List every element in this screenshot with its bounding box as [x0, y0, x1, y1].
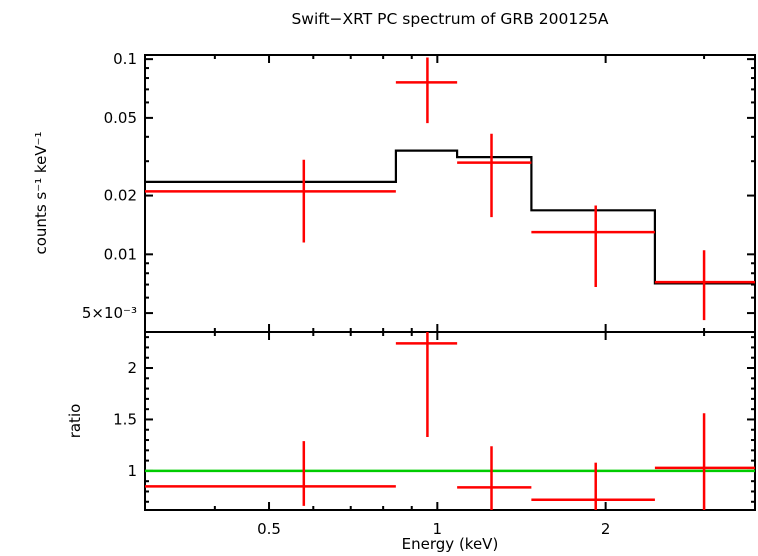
data-point	[654, 413, 755, 510]
panel-frame	[144, 331, 756, 511]
y-tick-label: 2	[127, 359, 137, 377]
y-tick-label: 5×10⁻³	[82, 304, 137, 322]
y-tick-label: 0.1	[113, 50, 137, 68]
chart-title: Swift−XRT PC spectrum of GRB 200125A	[291, 10, 608, 28]
y-axis-label-spectrum: counts s⁻¹ keV⁻¹	[32, 132, 50, 255]
y-tick-label: 1	[127, 462, 137, 480]
data-point	[145, 441, 396, 506]
data-point	[531, 205, 655, 288]
spectrum-data	[145, 57, 755, 321]
x-axis-label: Energy (keV)	[402, 535, 499, 553]
model-line	[145, 149, 755, 285]
x-tick-label: 2	[601, 520, 611, 538]
ratio-data	[145, 332, 755, 510]
data-point	[457, 133, 532, 218]
y-tick-label: 0.02	[104, 187, 137, 205]
data-point	[395, 332, 458, 437]
data-point	[457, 446, 532, 510]
y-tick-label: 0.01	[104, 245, 137, 263]
y-tick-label: 1.5	[113, 410, 137, 428]
panel-frame	[144, 54, 756, 333]
data-point	[654, 250, 755, 321]
data-point	[531, 462, 655, 510]
data-point	[145, 159, 396, 243]
y-tick-label: 0.05	[104, 109, 137, 127]
x-tick-label: 1	[433, 520, 443, 538]
ratio-panel: 11.52	[113, 331, 756, 511]
x-tick-label: 0.5	[257, 520, 281, 538]
data-point	[395, 57, 458, 124]
spectrum-panel: 0.1 0.05 0.02 0.01 5×10⁻³	[82, 50, 756, 333]
y-axis-label-ratio: ratio	[66, 404, 84, 439]
